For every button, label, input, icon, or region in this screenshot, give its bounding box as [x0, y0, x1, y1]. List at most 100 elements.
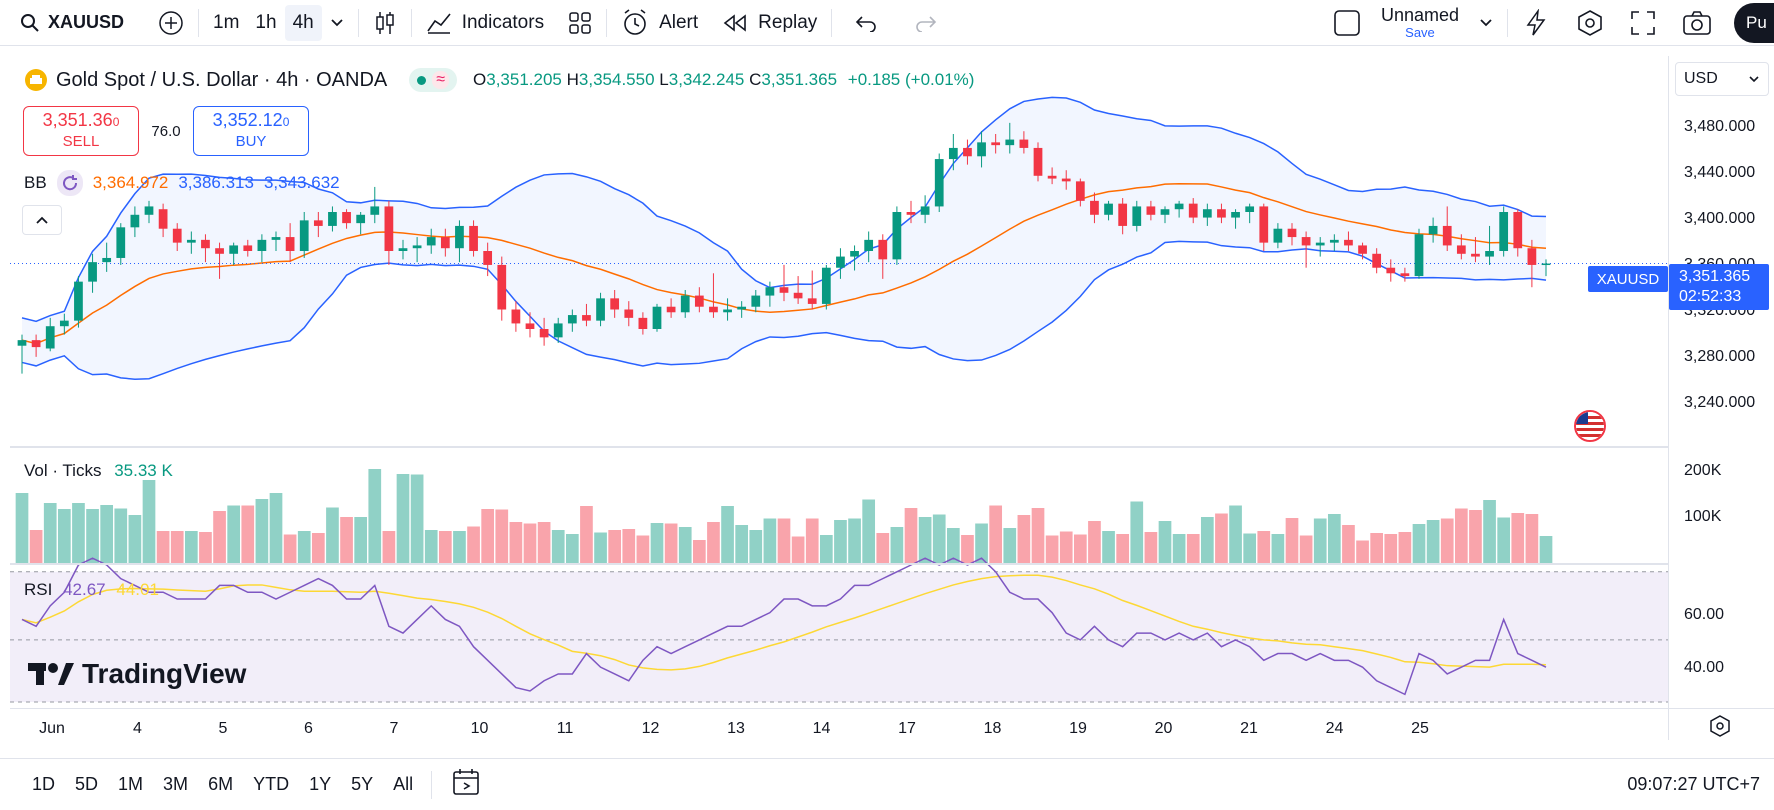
time-axis-settings[interactable] — [1708, 714, 1732, 743]
collapse-legend-button[interactable] — [22, 205, 62, 235]
time-tick: 10 — [470, 720, 489, 737]
volume-bar — [565, 534, 579, 563]
layouts-button[interactable] — [560, 5, 600, 41]
range-3m[interactable]: 3M — [163, 774, 189, 794]
candle-body — [1301, 237, 1311, 246]
volume-bar — [692, 540, 706, 563]
compare-symbol-button[interactable] — [150, 5, 192, 41]
sell-price: 3,351.360 — [42, 110, 120, 130]
wave-icon: ≈ — [432, 71, 450, 89]
candle-body — [765, 287, 775, 296]
layout-dropdown[interactable] — [1471, 5, 1501, 41]
candle-body — [88, 262, 97, 282]
range-5y[interactable]: 5Y — [351, 774, 374, 794]
candle-body — [1118, 203, 1128, 226]
divider — [606, 8, 608, 37]
current-symbol-tag[interactable]: XAUUSD — [1588, 266, 1668, 292]
candle-body — [624, 309, 634, 318]
clock[interactable]: 09:07:27 UTC+7 — [1627, 774, 1760, 794]
quick-search-button[interactable] — [1514, 5, 1558, 41]
range-1m[interactable]: 1M — [118, 774, 144, 794]
divider — [831, 8, 833, 37]
pane-divider[interactable] — [10, 446, 1668, 448]
economic-event-marker[interactable] — [1574, 410, 1606, 442]
range-all[interactable]: All — [393, 774, 414, 794]
tradingview-watermark[interactable]: TradingView — [28, 658, 246, 690]
pane-divider[interactable] — [10, 563, 1668, 565]
layout-name-button[interactable]: Unnamed Save — [1369, 1, 1471, 45]
alert-button[interactable]: Alert — [613, 5, 706, 41]
price-axis[interactable]: USD — [1668, 56, 1774, 740]
volume-bar — [1200, 517, 1214, 563]
market-status[interactable]: ≈ — [409, 68, 458, 92]
sell-button[interactable]: 3,351.360 SELL — [23, 106, 139, 156]
timeframe-1h[interactable]: 1h — [255, 11, 277, 33]
publish-button[interactable]: Pu — [1734, 2, 1774, 43]
range-5d[interactable]: 5D — [75, 774, 99, 794]
volume-bar — [1059, 531, 1073, 563]
rsi-legend[interactable]: RSI 42.67 44.01 — [24, 580, 159, 600]
refresh-icon[interactable] — [56, 170, 83, 196]
volume-legend[interactable]: Vol · Ticks 35.33 K — [24, 461, 173, 481]
replay-button[interactable]: Replay — [714, 5, 825, 41]
timeframe-dropdown[interactable] — [322, 5, 352, 41]
time-axis-divider — [10, 708, 1774, 709]
volume-bar — [918, 517, 932, 563]
volume-bar — [1539, 536, 1553, 563]
candle-body — [1019, 139, 1029, 148]
volume-bar — [156, 531, 170, 563]
candle-body — [793, 292, 803, 299]
redo-button[interactable] — [906, 5, 946, 41]
volume-bar — [1243, 533, 1257, 563]
undo-button[interactable] — [846, 5, 886, 41]
volume-bar — [1412, 524, 1426, 563]
rsi-band — [10, 571, 1668, 702]
volume-bar — [453, 531, 466, 563]
time-tick: 24 — [1325, 720, 1344, 737]
time-tick: 11 — [556, 720, 574, 737]
candle-body — [1358, 245, 1367, 254]
ohlc-values: O3,351.205 H3,354.550 L3,342.245 C3,351.… — [473, 70, 975, 89]
bb-lower-value: 3,343.632 — [263, 173, 340, 192]
range-6m[interactable]: 6M — [208, 774, 234, 794]
rsi-pane — [10, 557, 1668, 703]
volume-bar — [1299, 535, 1313, 563]
candle-body — [116, 227, 126, 258]
volume-bar — [1215, 513, 1228, 563]
bottom-toolbar: 1D 5D 1M 3M 6M YTD 1Y 5Y All 09:07:27 UT… — [0, 758, 1774, 810]
price-chart[interactable] — [0, 47, 1668, 757]
range-ytd[interactable]: YTD — [253, 774, 290, 794]
time-tick: 19 — [1069, 720, 1087, 737]
timeframe-1m[interactable]: 1m — [213, 11, 240, 33]
candle-body — [271, 237, 281, 240]
time-tick: 18 — [983, 720, 1002, 737]
timeframe-4h[interactable]: 4h — [284, 4, 322, 41]
fullscreen-button[interactable] — [1622, 5, 1664, 41]
bb-legend[interactable]: BB 3,364.972 3,386.313 3,343.632 — [24, 170, 340, 196]
settings-button[interactable] — [1568, 5, 1612, 41]
indicators-button[interactable]: Indicators — [418, 5, 552, 41]
range-1d[interactable]: 1D — [32, 774, 56, 794]
layout-checkbox[interactable] — [1325, 5, 1369, 41]
currency-select[interactable]: USD — [1675, 62, 1769, 96]
go-to-date-button[interactable] — [452, 768, 482, 801]
candle-body — [850, 251, 859, 257]
volume-bar — [834, 520, 847, 563]
snapshot-button[interactable] — [1674, 5, 1720, 41]
symbol-search[interactable]: XAUUSD — [0, 5, 132, 41]
volume-bar — [1370, 533, 1384, 563]
rsi-line — [21, 557, 1547, 696]
time-tick: 6 — [304, 720, 313, 737]
volume-bar — [1045, 535, 1059, 563]
buy-button[interactable]: 3,352.120 BUY — [193, 106, 309, 156]
volume-bar — [1130, 501, 1144, 563]
rewind-icon — [722, 13, 748, 33]
candle-body — [172, 228, 182, 243]
current-price-tag[interactable]: 3,351.365 02:52:33 — [1669, 264, 1769, 310]
chart-type-button[interactable] — [365, 5, 405, 41]
range-1y[interactable]: 1Y — [309, 774, 332, 794]
symbol-title[interactable]: Gold Spot / U.S. Dollar · 4h · OANDA — [56, 68, 388, 91]
volume-bar — [509, 522, 523, 563]
volume-bar — [1073, 534, 1087, 563]
candle-body — [991, 142, 1001, 146]
